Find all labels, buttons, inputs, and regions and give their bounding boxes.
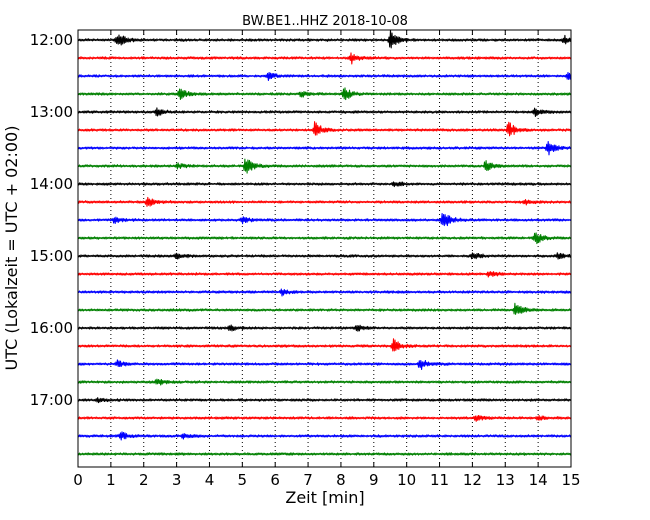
x-tick-label-5: 5 [238,471,248,489]
grid-lines [110,30,539,467]
x-tick-label-3: 3 [172,471,182,489]
trace-1630 [77,359,572,370]
x-tick-label-10: 10 [397,471,416,489]
trace-1500 [77,252,572,260]
x-tick-label-8: 8 [336,471,346,489]
y-axis-label: UTC (Lokalzeit = UTC + 02:00) [2,126,21,371]
x-tick-label-2: 2 [139,471,149,489]
trace-1345 [77,158,572,174]
traces-group [77,29,572,456]
x-tick-label-15: 15 [561,471,580,489]
trace-1200 [77,29,572,49]
trace-1745 [77,452,572,456]
trace-1245 [77,87,572,101]
trace-1515 [77,271,572,278]
trace-1530 [77,288,572,297]
trace-1400 [77,181,572,188]
y-tick-label-3: 15:00 [30,247,73,265]
trace-1215 [77,52,572,65]
trace-1330 [77,141,572,156]
plot-frame [77,29,572,468]
trace-1430 [77,213,572,227]
x-tick-label-12: 12 [463,471,482,489]
x-tick-label-14: 14 [529,471,548,489]
trace-1615 [77,338,572,352]
y-tick-label-4: 16:00 [30,319,73,337]
trace-1545 [77,302,572,315]
x-tick-label-13: 13 [496,471,515,489]
trace-1315 [77,121,572,137]
trace-1700 [77,397,572,404]
trace-1715 [77,414,572,422]
y-tick-label-5: 17:00 [30,391,73,409]
trace-1415 [77,196,572,207]
x-axis-ticks: 0 1 2 3 4 5 6 7 8 9 10 11 12 13 14 15 [73,30,581,489]
trace-1445 [77,232,572,245]
x-tick-label-7: 7 [303,471,313,489]
chart-title: BW.BE1..HHZ 2018-10-08 [242,14,408,29]
trace-1730 [77,431,572,441]
trace-1600 [77,324,572,332]
y-tick-label-0: 12:00 [30,31,73,49]
y-axis-ticks: 12:00 13:00 14:00 15:00 16:00 17:00 [30,31,571,409]
x-axis-label: Zeit [min] [285,488,364,507]
x-tick-label-0: 0 [73,471,83,489]
trace-1300 [77,107,572,117]
x-tick-label-4: 4 [205,471,215,489]
y-tick-label-2: 14:00 [30,175,73,193]
x-tick-label-6: 6 [270,471,280,489]
y-tick-label-1: 13:00 [30,103,73,121]
x-tick-label-9: 9 [369,471,379,489]
x-tick-label-1: 1 [106,471,116,489]
trace-1230 [77,71,572,81]
trace-1645 [77,378,572,386]
x-tick-label-11: 11 [430,471,449,489]
